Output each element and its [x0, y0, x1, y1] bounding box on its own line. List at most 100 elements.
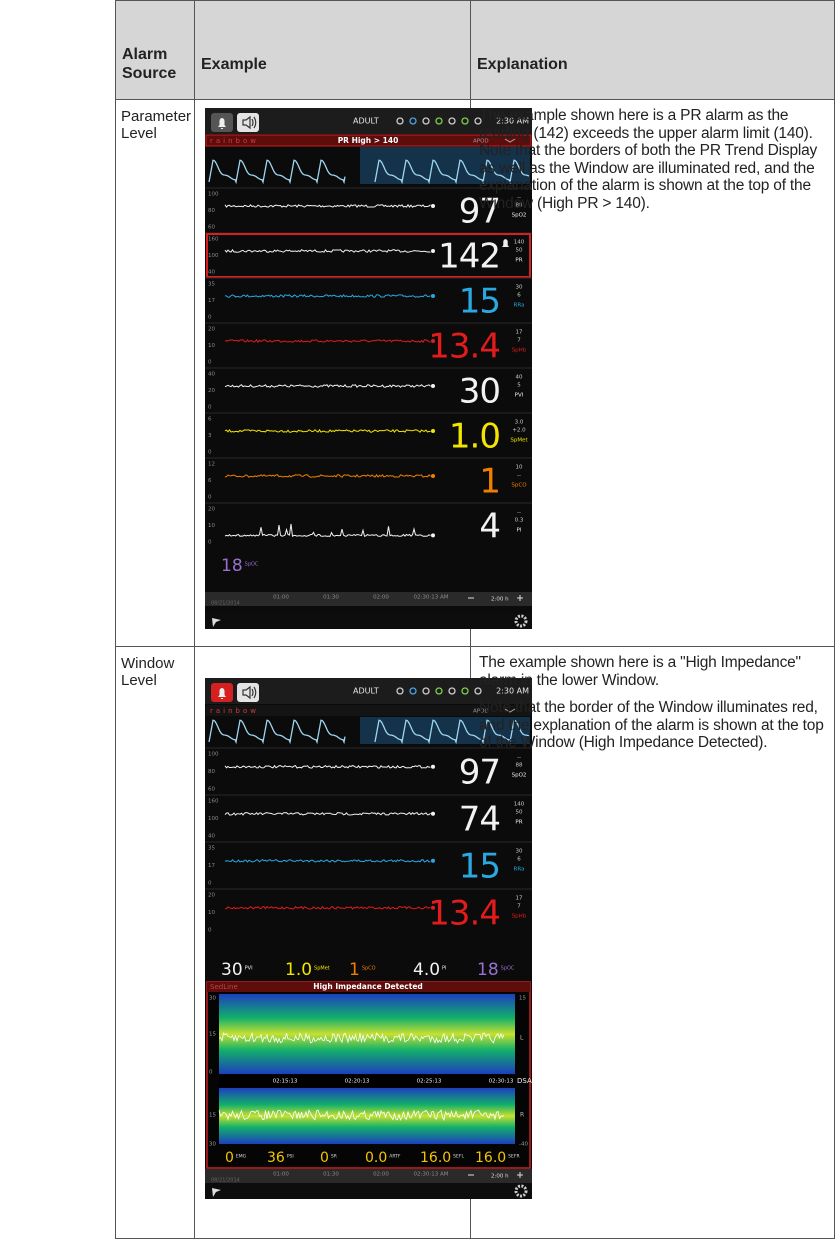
param-value: 13.4 [428, 326, 500, 366]
alarm-limit: 140 [514, 240, 525, 246]
dsa-upper [219, 994, 515, 1074]
sedline-value: 0.0 [365, 1150, 387, 1166]
trend-tick: 100 [208, 816, 219, 822]
pleth-shade [360, 147, 530, 184]
status-icon [448, 117, 456, 125]
summary-label: PI [442, 966, 447, 972]
dsa-tick: -40 [519, 1142, 528, 1148]
summary-value: 18 [221, 556, 243, 576]
trend-end [431, 429, 435, 433]
alarm-limit: 0.3 [515, 518, 524, 524]
trend-end [431, 474, 435, 478]
dsa-tick: 15 [519, 996, 526, 1002]
trend-tick: 35 [208, 282, 215, 288]
summary-value: 30 [221, 960, 243, 980]
param-label: SpCO [511, 483, 527, 489]
side-label: R [520, 1112, 524, 1119]
dsa-time: 02:30:13 [489, 1079, 514, 1085]
dsa-time: 02:25:13 [417, 1079, 442, 1085]
trend-line [224, 858, 431, 863]
trend-tick: 12 [208, 462, 215, 468]
trend-line [224, 294, 431, 298]
alarm-limit: 17 [516, 896, 523, 902]
trend-line [224, 203, 431, 209]
timeline-time: 01:30 [323, 595, 339, 601]
apod: APOD [473, 139, 489, 145]
header-cell: Alarm Source [115, 0, 195, 100]
table-row: Window Level ADULT 2:30 AM rainbow APOD 100 8… [115, 646, 835, 1239]
sedline-label: ARTF [389, 1154, 401, 1160]
param-value: 97 [459, 752, 500, 792]
explanation-cell: The example shown here is a PR alarm as … [470, 99, 835, 647]
param-label: SpHb [512, 348, 527, 354]
sedline-name: SedLine [210, 983, 238, 991]
trend-line [224, 905, 431, 910]
alarm-banner: PR High > 140 [338, 136, 399, 145]
trend-tick: 35 [208, 846, 215, 852]
summary-label: SpCO [362, 966, 376, 972]
pleth-wave [208, 159, 346, 185]
pleth-shade [360, 717, 530, 744]
clock: 2:30 AM [496, 117, 529, 126]
status-bar [205, 108, 532, 134]
timeline-bar [205, 592, 532, 606]
trend-tick: 0 [208, 495, 212, 501]
alarm-limit: 30 [516, 285, 523, 291]
trend-tick: 100 [208, 752, 219, 758]
param-value: 30 [459, 371, 500, 411]
timeline-time: 02:30:13 AM [414, 1172, 449, 1178]
trend-tick: 0 [208, 540, 212, 546]
param-value: 13.4 [428, 893, 500, 933]
zoom-in [517, 595, 523, 601]
status-icon [422, 687, 430, 695]
sedline-label: PSI [287, 1154, 294, 1160]
alarm-limit: 6 [517, 857, 521, 863]
dsa-trace [218, 1031, 505, 1045]
dsa-label: DSA [517, 1077, 532, 1085]
brand: rainbow [210, 137, 259, 145]
dsa-tick: 0 [209, 1070, 213, 1076]
param-value: 1.0 [449, 416, 500, 456]
gear-icon [514, 1184, 528, 1198]
sedline-label: SEFL [453, 1154, 464, 1160]
param-value: 142 [438, 236, 500, 276]
timeline-date: 08/21/2014 [211, 1178, 240, 1184]
trend-end [431, 384, 435, 388]
status-icon [435, 117, 443, 125]
trend-tick: 20 [208, 388, 215, 394]
summary-label: SpOC [245, 562, 259, 568]
timeline-time: 02:30:13 AM [414, 595, 449, 601]
trend-tick: 0 [208, 450, 212, 456]
trend-line [224, 811, 431, 816]
source-cell: Window Level [115, 646, 195, 1239]
sedline-banner: High Impedance Detected [313, 982, 423, 991]
trend-end [431, 204, 435, 208]
status-icon [474, 117, 482, 125]
trend-tick: 40 [208, 834, 215, 840]
trend-line [224, 764, 431, 769]
pleth-wave [374, 719, 530, 745]
flag-icon [212, 1188, 221, 1197]
timeline-time: 01:00 [273, 1172, 289, 1178]
trend-end [431, 294, 435, 298]
timeline-date: 08/21/2014 [211, 601, 240, 607]
trend-tick: 20 [208, 893, 215, 899]
dsa-tick: 15 [209, 1113, 216, 1119]
summary-label: SpMet [314, 966, 330, 972]
status-icon [461, 687, 469, 695]
timeline-time: 01:30 [323, 1172, 339, 1178]
alarm-limit: 3.0 [515, 420, 524, 426]
explanation-text: Note that the border of the Window illum… [479, 699, 824, 751]
patient-mode: ADULT [353, 117, 379, 126]
trend-tick: 10 [208, 910, 215, 916]
alarm-limit: 88 [516, 763, 523, 769]
timeline-time: 02:00 [373, 595, 389, 601]
speaker-icon [242, 685, 257, 700]
timeline-time: 01:00 [273, 595, 289, 601]
clock: 2:30 AM [496, 687, 529, 696]
status-icon [435, 687, 443, 695]
explanation-text: The example shown here is a PR alarm as … [479, 107, 818, 212]
summary-value: 1.0 [285, 960, 312, 980]
